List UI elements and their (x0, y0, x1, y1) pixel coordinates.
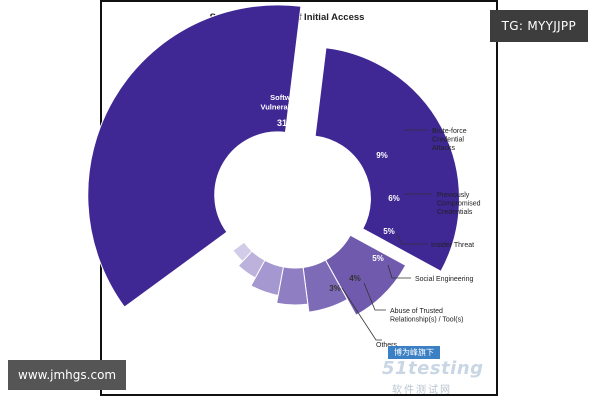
leader-line (363, 282, 386, 311)
slice-value-label: 6% (388, 194, 400, 203)
site-watermark-logo: 51testing (382, 358, 484, 379)
slice-value-label: 9% (376, 151, 388, 160)
slice-value-label: 5% (383, 227, 395, 236)
slice-label: Phishing (183, 270, 215, 279)
legend-callout-label: Abuse of Trusted Relationship(s) / Tool(s… (390, 308, 463, 324)
slice-value-label: 3% (329, 284, 341, 293)
site-watermark-subtitle: 软件测试网 (392, 385, 452, 396)
legend-callout-label: Brute-force Credential Attacks (432, 128, 467, 152)
leader-line (341, 287, 382, 341)
telegram-watermark: TG: MYYJJPP (489, 10, 588, 42)
legend-callout-label: Others (376, 342, 398, 349)
donut-slice (232, 241, 253, 263)
slice-value-label: 5% (372, 254, 384, 263)
leader-line (396, 233, 427, 245)
leader-line (387, 264, 411, 279)
donut-slice (87, 4, 302, 308)
legend-callout-label: Previously Compromised Credentials (437, 192, 481, 216)
donut-slice (314, 47, 460, 273)
slice-label: Software Vulnerabilities (261, 93, 312, 112)
slice-value-label: 4% (349, 274, 361, 283)
site-watermark-bar: 博为峰旗下 (388, 346, 440, 359)
legend-callout-label: Insider Threat (431, 242, 474, 249)
slice-value-label: 31% (277, 118, 295, 128)
legend-callout-label: Social Engineering (415, 276, 473, 283)
slice-value-label: 37% (190, 286, 208, 296)
url-watermark: www.jmhgs.com (8, 360, 127, 390)
